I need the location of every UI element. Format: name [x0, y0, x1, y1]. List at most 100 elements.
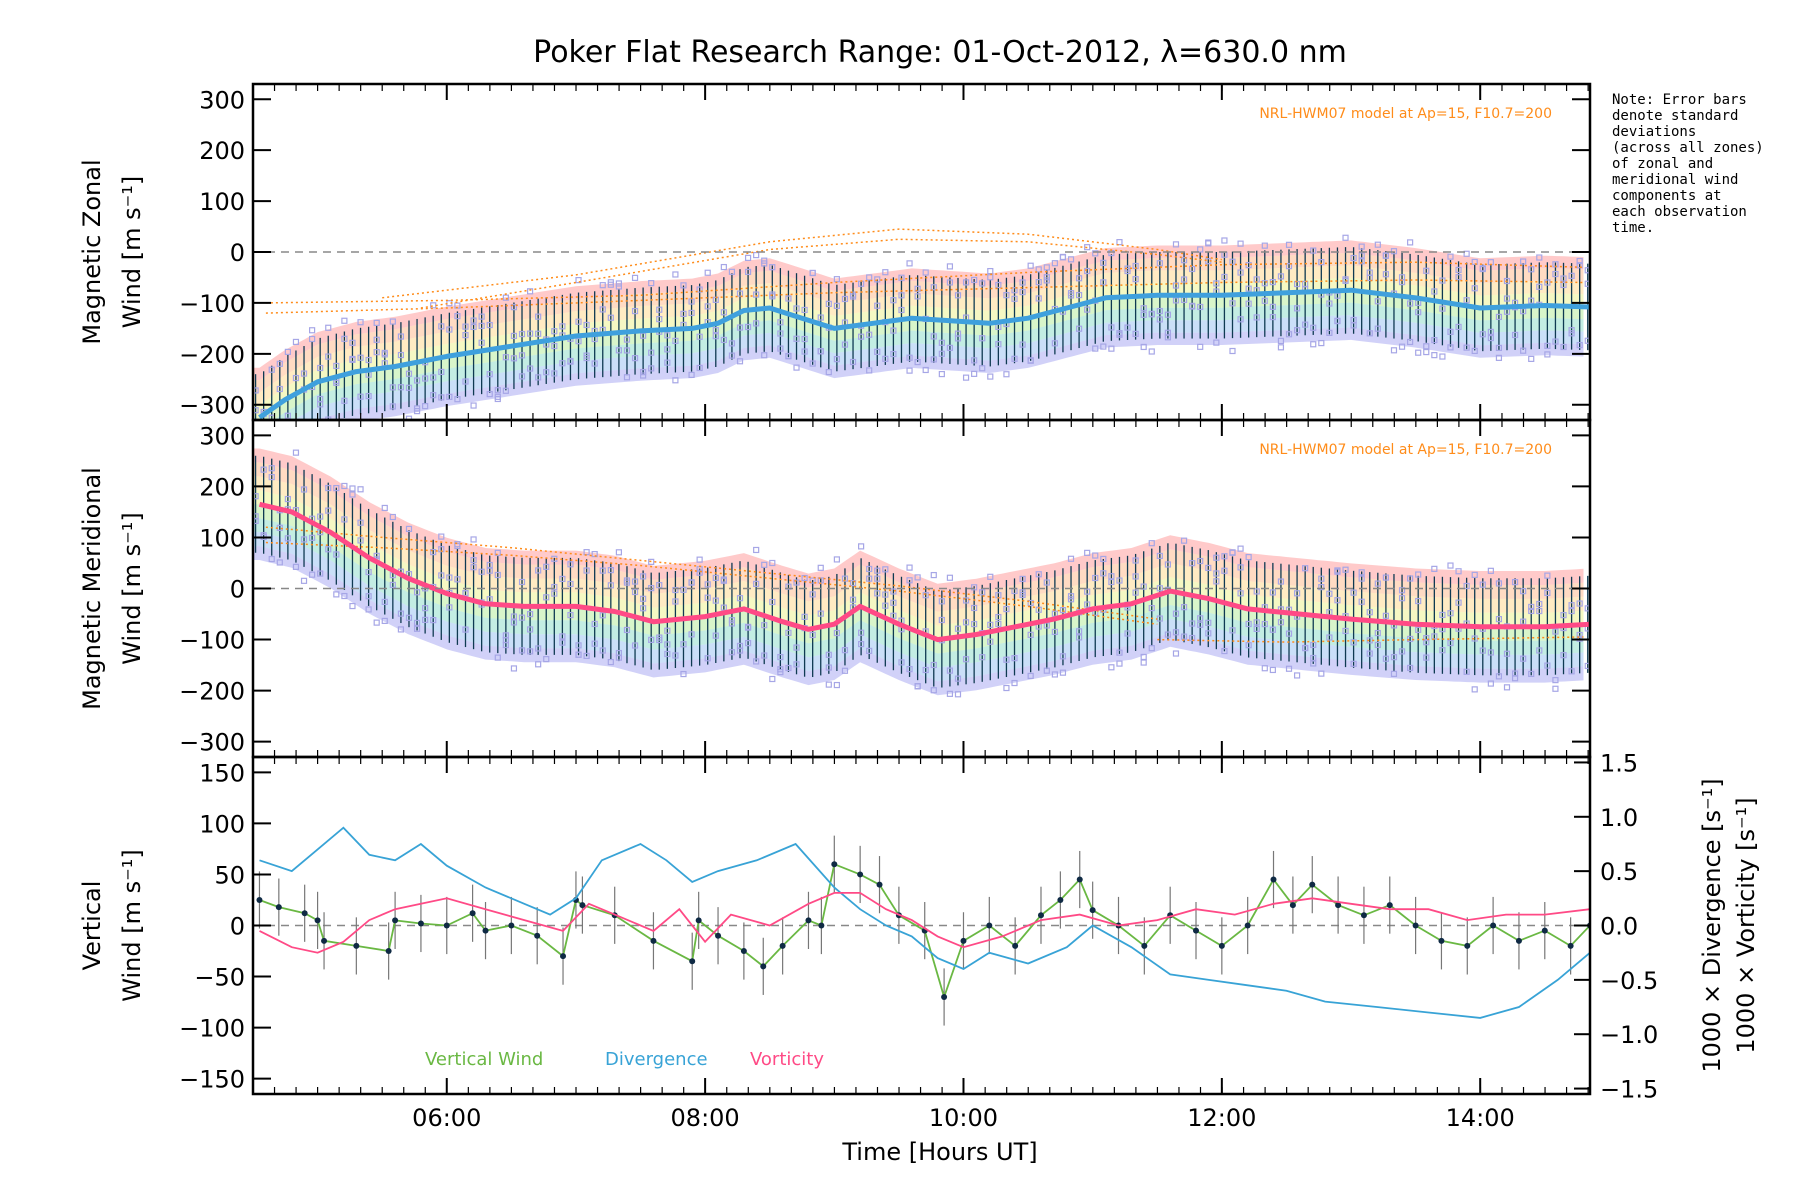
zone-point [906, 260, 913, 267]
zone-point [543, 563, 550, 570]
zone-point [1423, 343, 1430, 350]
zone-point [285, 432, 290, 437]
zone-point [1455, 599, 1462, 606]
zone-point [849, 358, 857, 366]
zone-point [1253, 588, 1260, 595]
zone-point [1043, 264, 1050, 271]
zone-point [365, 392, 372, 400]
zone-point [728, 620, 736, 627]
zone-point [962, 279, 970, 286]
zone-point [478, 339, 485, 346]
zone-point [1415, 349, 1422, 356]
zone-point [1528, 355, 1535, 362]
zone-point [607, 281, 614, 288]
zone-point [1269, 626, 1276, 633]
zone-point [753, 251, 760, 259]
zone-point [1237, 564, 1244, 571]
zone-point [438, 394, 445, 401]
zone-point [1132, 573, 1139, 580]
zone-point [1520, 588, 1527, 595]
zone-point [1302, 321, 1309, 328]
vertical-wind-point [1335, 902, 1342, 909]
x-tick-label: 12:00 [1187, 1104, 1256, 1132]
zone-point [728, 340, 736, 347]
vertical-wind-point [715, 932, 722, 939]
zone-point [1528, 266, 1535, 273]
zone-point [1310, 654, 1317, 662]
zone-point [1568, 272, 1575, 279]
zone-point [1293, 672, 1301, 679]
zone-point [898, 274, 905, 281]
y2-tick-label: 0.5 [1600, 858, 1638, 886]
zone-point [938, 616, 945, 624]
y-tick-label: 200 [199, 473, 245, 501]
zone-point [1503, 684, 1511, 691]
zone-point [817, 314, 824, 321]
zone-point [623, 374, 631, 381]
zone-point [769, 598, 776, 606]
zone-point [1390, 347, 1398, 354]
zone-point [1205, 239, 1212, 246]
zone-point [1431, 288, 1438, 295]
zone-point [373, 319, 380, 326]
zone-point [1528, 670, 1535, 678]
zone-point [1431, 336, 1438, 344]
zone-point [680, 310, 687, 317]
zone-point [1495, 580, 1503, 587]
zone-point [736, 647, 744, 654]
zone-point [1059, 653, 1067, 660]
zone-point [769, 675, 776, 683]
zone-point [1261, 665, 1268, 672]
zone-point [1310, 641, 1317, 649]
y-tick-label: −150 [179, 1066, 245, 1094]
zone-point [866, 575, 873, 582]
zone-point [696, 364, 703, 372]
zone-point [704, 303, 711, 310]
zone-point [1544, 351, 1551, 358]
zone-point [1455, 274, 1462, 281]
zone-point [1148, 348, 1155, 355]
zone-point [1156, 552, 1163, 560]
zone-point [744, 323, 752, 331]
zone-point [1221, 567, 1228, 574]
vertical-wind-point [760, 963, 767, 970]
zone-point [1576, 257, 1583, 265]
zone-point [1584, 337, 1590, 344]
zone-point [349, 339, 356, 346]
zone-point [680, 641, 687, 648]
zone-point [1318, 339, 1325, 347]
zone-point [317, 395, 324, 403]
zone-point [454, 396, 461, 403]
y-tick-label: −100 [179, 627, 245, 655]
zone-point [535, 374, 542, 381]
zone-point [292, 338, 300, 346]
zone-point [599, 282, 606, 289]
zone-band [293, 315, 1584, 420]
zone-point [1487, 567, 1494, 574]
zone-point [704, 655, 711, 662]
zone-point [1366, 637, 1373, 644]
zone-point [535, 661, 542, 668]
y2-tick-label: 1.0 [1600, 804, 1638, 832]
zone-point [1237, 590, 1244, 597]
zone-point [1358, 243, 1365, 250]
zone-point [486, 371, 493, 378]
model-label: NRL-HWM07 model at Ap=15, F10.7=200 [1259, 442, 1552, 458]
zone-point [365, 568, 372, 576]
zone-point [1560, 281, 1567, 289]
zone-point [317, 570, 324, 577]
zone-point [1382, 574, 1389, 581]
zone-point [995, 613, 1002, 621]
zone-point [938, 598, 945, 605]
zone-point [591, 360, 598, 367]
zone-point [276, 360, 283, 367]
zone-point [1318, 575, 1325, 582]
zone-point [389, 384, 396, 391]
zone-point [979, 654, 986, 661]
zone-point [849, 580, 857, 587]
zone-point [373, 349, 380, 356]
zone-point [1439, 353, 1446, 360]
zone-point [1269, 313, 1276, 321]
zone-point [381, 598, 388, 606]
zone-point [1027, 357, 1034, 364]
